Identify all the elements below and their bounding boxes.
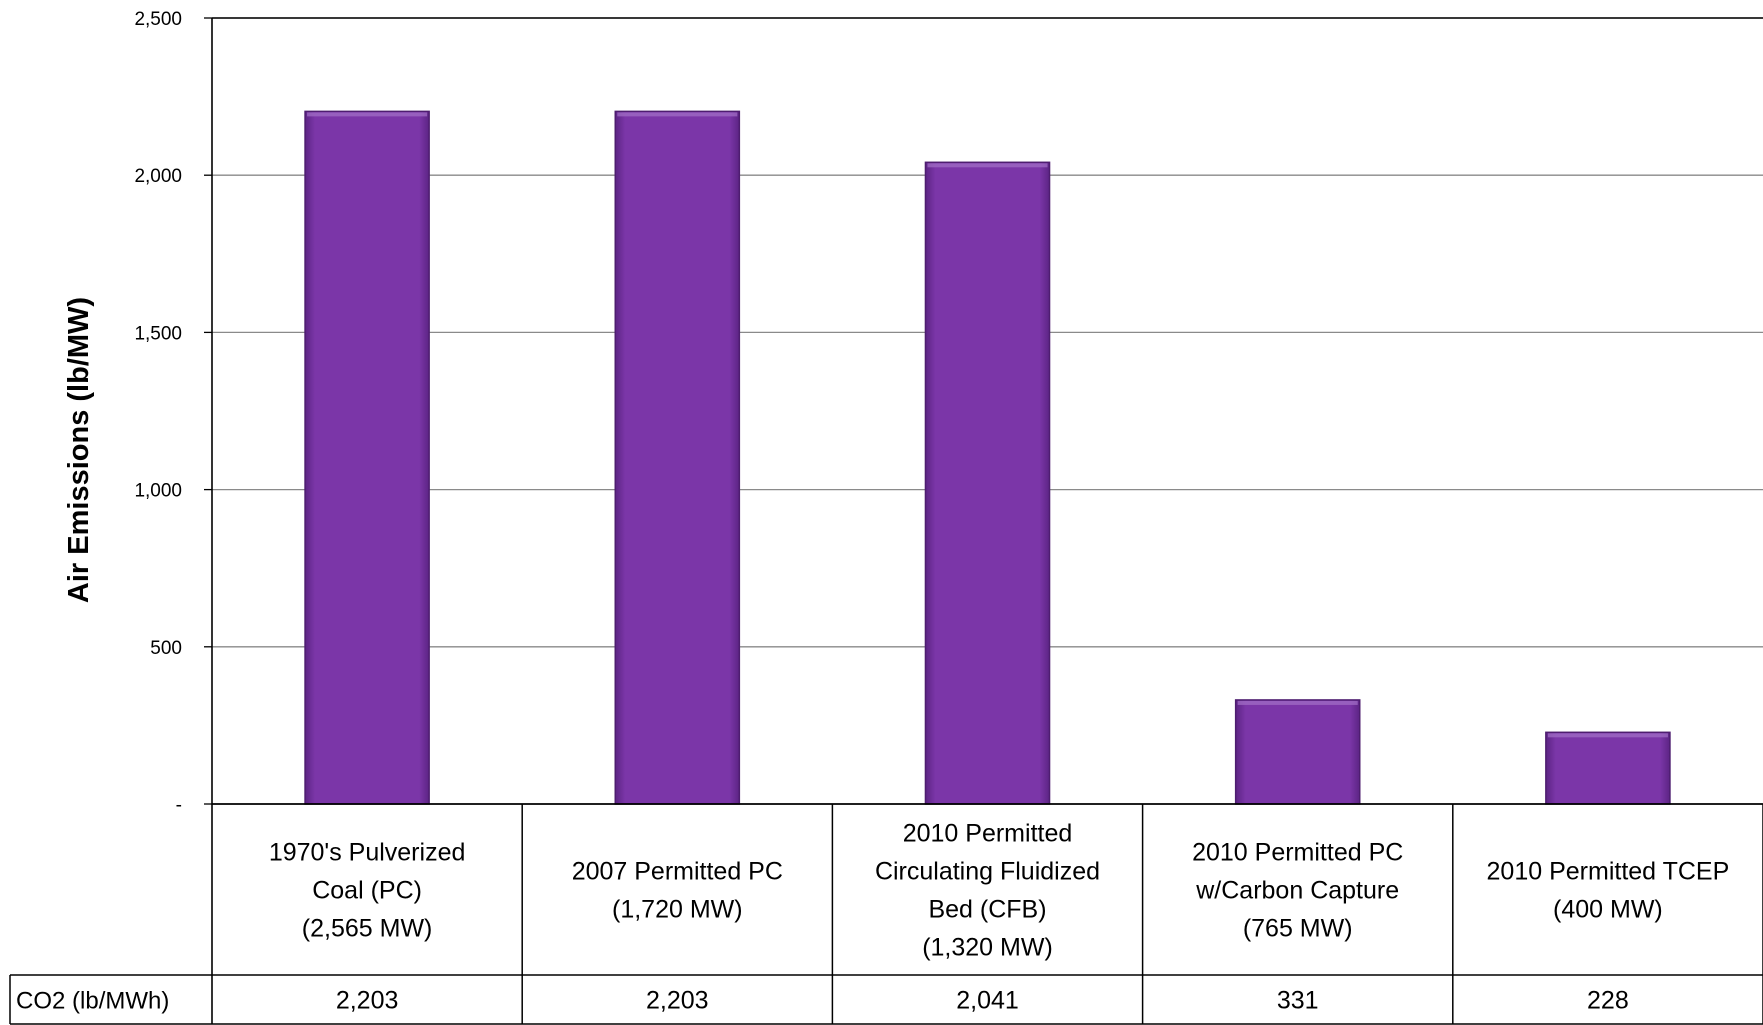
bar-highlight [307,112,428,117]
y-tick-label: 1,500 [134,323,182,344]
y-tick-label: 2,500 [134,9,182,30]
bar-highlight [617,112,738,117]
category-label: 2010 Permitted PC [1192,839,1403,867]
category-label: w/Carbon Capture [1195,877,1399,905]
category-label: 2010 Permitted [903,820,1073,848]
category-label: (2,565 MW) [302,915,433,943]
bar [1545,731,1671,805]
bars [304,110,1671,805]
data-table: 1970's Pulverized Coal (PC) (2,565 MW) 2007… [9,804,1763,1025]
y-axis-label: Air Emissions (lb/MW) [63,297,95,603]
table-cell-value: 331 [1277,987,1319,1015]
table-cell-value: 2,203 [336,987,399,1015]
category-label: (1,720 MW) [612,896,743,924]
y-tick-label: 1,000 [134,481,182,502]
category-label: Circulating Fluidized [875,858,1100,886]
bar-highlight [1237,700,1358,705]
category-label: Bed (CFB) [928,896,1046,924]
bar [924,161,1051,805]
category-label: 2010 Permitted TCEP [1487,858,1730,886]
bar-highlight [1547,733,1668,738]
axes: - 500 1,000 1,500 2,000 2,500 [134,9,1763,1024]
y-tick-label: 500 [150,638,182,659]
table-cell-value: 2,041 [956,987,1019,1015]
table-cell-value: 2,203 [646,987,709,1015]
category-label: (400 MW) [1553,896,1663,924]
y-tick-label: - [176,795,182,816]
category-label: 1970's Pulverized [269,839,466,867]
category-label: (765 MW) [1243,915,1353,943]
y-tick-label: 2,000 [134,166,182,187]
category-label: (1,320 MW) [922,934,1053,962]
table-row-header: CO2 (lb/MWh) [16,988,169,1015]
bar-highlight [927,163,1048,168]
bar [614,110,741,805]
category-label: Coal (PC) [312,877,422,905]
bar [304,110,430,805]
category-label: 2007 Permitted PC [572,858,783,886]
table-cell-value: 228 [1587,987,1629,1015]
bar [1234,699,1361,805]
